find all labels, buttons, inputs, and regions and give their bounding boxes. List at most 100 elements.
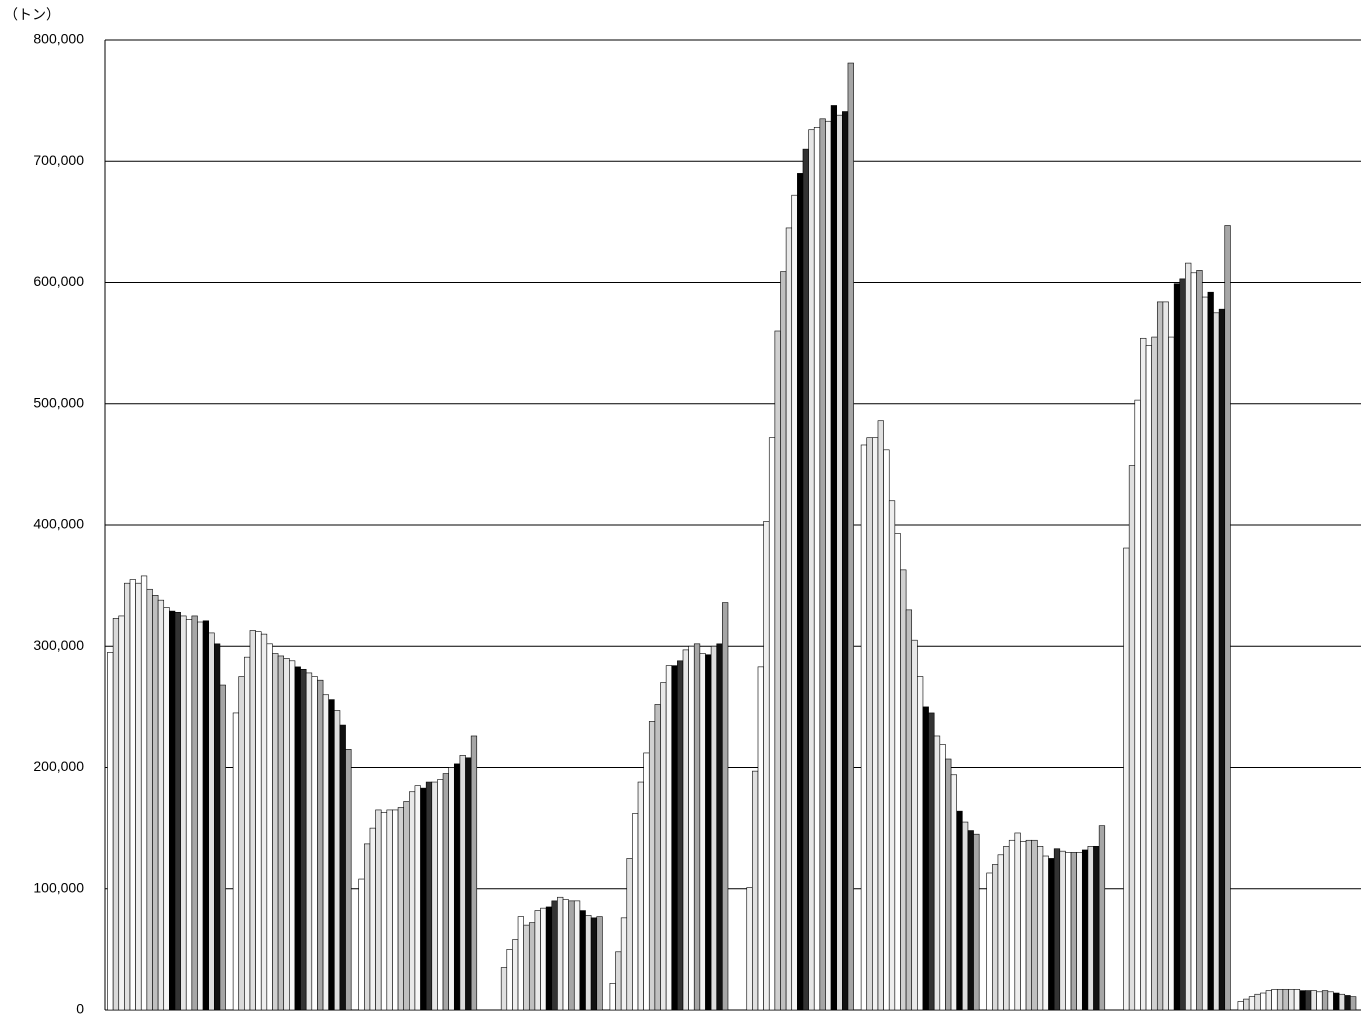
bar <box>1243 998 1250 1011</box>
bar <box>1128 465 1136 1011</box>
bar <box>1293 989 1301 1011</box>
bar <box>802 148 809 1011</box>
y-tick-label: 400,000 <box>33 516 84 532</box>
bar <box>671 665 678 1011</box>
bar <box>911 639 918 1011</box>
bar <box>294 666 301 1011</box>
bar <box>272 653 279 1011</box>
bar <box>260 633 268 1011</box>
bar <box>534 910 541 1011</box>
bar <box>506 949 513 1011</box>
bar <box>1196 270 1203 1011</box>
bar <box>157 599 165 1011</box>
bar <box>334 710 341 1011</box>
bar <box>465 757 472 1011</box>
bar <box>643 752 650 1011</box>
bar <box>620 917 628 1011</box>
bar <box>883 449 890 1011</box>
bar <box>847 62 854 1011</box>
bar <box>1350 996 1357 1011</box>
bar <box>219 684 226 1011</box>
bar <box>1008 839 1016 1011</box>
bar <box>693 643 701 1011</box>
bar <box>1237 1001 1244 1011</box>
bar <box>682 649 689 1011</box>
bar <box>1254 993 1261 1011</box>
bar <box>1076 852 1083 1011</box>
bar <box>1145 345 1152 1011</box>
bar <box>819 118 826 1011</box>
bar <box>1282 989 1289 1011</box>
bar <box>654 704 661 1011</box>
bar <box>174 611 181 1011</box>
bar <box>322 694 329 1011</box>
bar <box>1123 547 1130 1011</box>
bar <box>386 809 393 1011</box>
bar <box>688 645 695 1011</box>
bar <box>185 619 193 1011</box>
bar <box>255 631 262 1011</box>
bar <box>1310 990 1317 1011</box>
bar <box>442 773 449 1011</box>
bar <box>118 615 125 1011</box>
bar <box>722 602 729 1011</box>
bar <box>129 579 136 1011</box>
bar <box>1065 852 1072 1011</box>
bar <box>956 810 963 1011</box>
bar <box>665 665 673 1011</box>
bar <box>842 111 849 1011</box>
bar <box>579 910 586 1011</box>
bar <box>866 437 873 1011</box>
bar <box>1031 839 1038 1011</box>
bar <box>169 610 176 1011</box>
bar <box>1037 846 1044 1011</box>
bar <box>1179 278 1186 1011</box>
bar <box>1042 855 1049 1011</box>
bar <box>214 643 221 1011</box>
bar <box>1207 291 1214 1011</box>
bar <box>872 437 879 1011</box>
bar <box>1248 996 1256 1011</box>
bar <box>1087 846 1094 1011</box>
bar <box>746 887 753 1011</box>
bar <box>112 618 120 1011</box>
bar <box>894 533 901 1011</box>
bar <box>1098 825 1106 1011</box>
bar <box>1173 283 1181 1011</box>
bar <box>1134 399 1141 1011</box>
bar <box>825 120 832 1011</box>
bar <box>967 830 974 1011</box>
bar <box>124 582 131 1011</box>
y-tick-label: 800,000 <box>33 31 84 47</box>
bar <box>626 858 633 1011</box>
bar <box>813 127 821 1011</box>
y-tick-label: 200,000 <box>33 758 84 774</box>
bar <box>780 271 787 1011</box>
bar <box>830 105 838 1011</box>
bar <box>660 682 667 1011</box>
bar <box>517 916 524 1011</box>
bar <box>1338 993 1346 1011</box>
bar <box>615 951 622 1011</box>
bar <box>752 770 759 1011</box>
bar <box>107 652 114 1011</box>
bar <box>945 758 952 1011</box>
y-tick-label: 500,000 <box>33 394 84 410</box>
bar <box>1081 849 1089 1011</box>
bar <box>557 896 564 1011</box>
bar <box>785 227 793 1011</box>
bar <box>836 114 843 1011</box>
bar <box>1305 990 1312 1011</box>
bar <box>146 588 153 1011</box>
bar <box>1299 990 1306 1011</box>
bar <box>922 706 929 1011</box>
bar <box>266 643 273 1011</box>
bar <box>523 924 530 1011</box>
bar <box>1316 991 1323 1011</box>
bar <box>986 872 993 1011</box>
bar <box>1213 312 1220 1011</box>
bar <box>917 676 924 1011</box>
bar <box>1151 336 1158 1011</box>
bar <box>1185 262 1192 1011</box>
